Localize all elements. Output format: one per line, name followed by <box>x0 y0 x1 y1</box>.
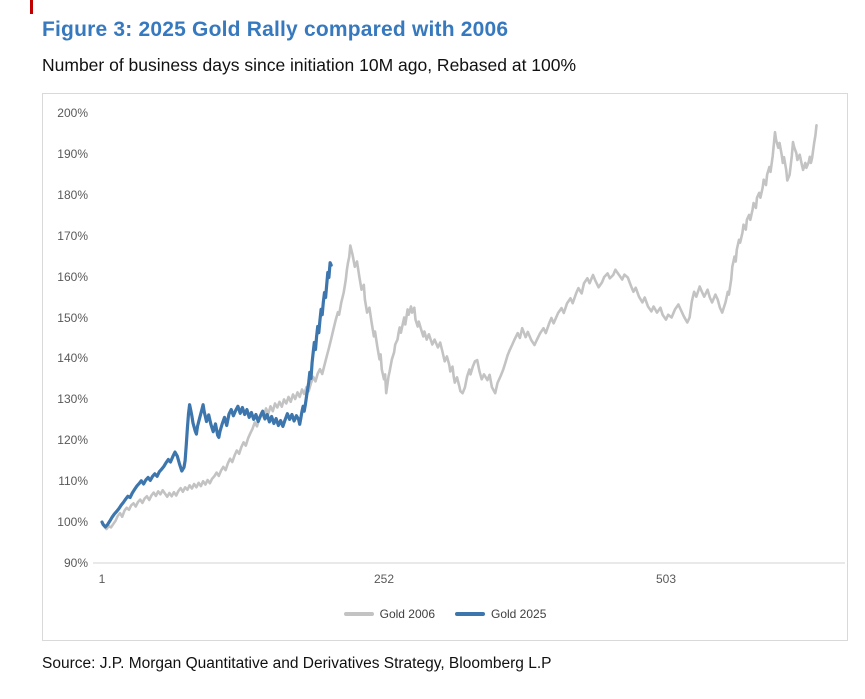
y-axis-tick-label: 130% <box>57 392 88 406</box>
y-axis-tick-label: 180% <box>57 188 88 202</box>
y-axis-tick-label: 90% <box>63 556 88 570</box>
legend-label: Gold 2025 <box>491 607 547 621</box>
chart-legend: Gold 2006 Gold 2025 <box>43 607 847 621</box>
source-note: Source: J.P. Morgan Quantitative and Der… <box>42 655 552 672</box>
legend-entry-gold-2025: Gold 2025 <box>455 607 546 621</box>
legend-swatch-gold-2025 <box>455 612 485 616</box>
figure-subtitle: Number of business days since initiation… <box>42 55 577 75</box>
y-axis-tick-label: 170% <box>57 229 88 243</box>
series-gold-2025 <box>100 261 333 529</box>
y-axis-tick-label: 140% <box>57 351 88 365</box>
y-axis-tick-label: 120% <box>57 433 88 447</box>
y-axis-tick-label: 200% <box>57 106 88 120</box>
figure-title: Figure 3: 2025 Gold Rally compared with … <box>42 18 509 41</box>
y-axis-tick-label: 110% <box>58 474 88 488</box>
y-axis-tick-label: 190% <box>57 147 88 161</box>
y-axis-tick-label: 100% <box>57 515 88 529</box>
legend-swatch-gold-2006 <box>343 612 374 616</box>
y-axis-tick-label: 160% <box>57 270 88 284</box>
x-axis-tick-label: 503 <box>655 572 677 586</box>
chart-area: 200% 190% 180% 170% 160% 150% 140% 130% 120% 110%… <box>42 93 848 641</box>
x-axis-tick-label: 252 <box>373 572 395 586</box>
legend-label: Gold 2006 <box>379 607 435 621</box>
x-axis-tick-label: 1 <box>98 572 106 586</box>
y-axis-tick-label: 150% <box>57 311 88 325</box>
legend-entry-gold-2006: Gold 2006 <box>343 607 435 621</box>
page-edge-mark <box>30 0 33 14</box>
series-gold-2006 <box>100 123 818 531</box>
line-chart <box>93 123 845 564</box>
